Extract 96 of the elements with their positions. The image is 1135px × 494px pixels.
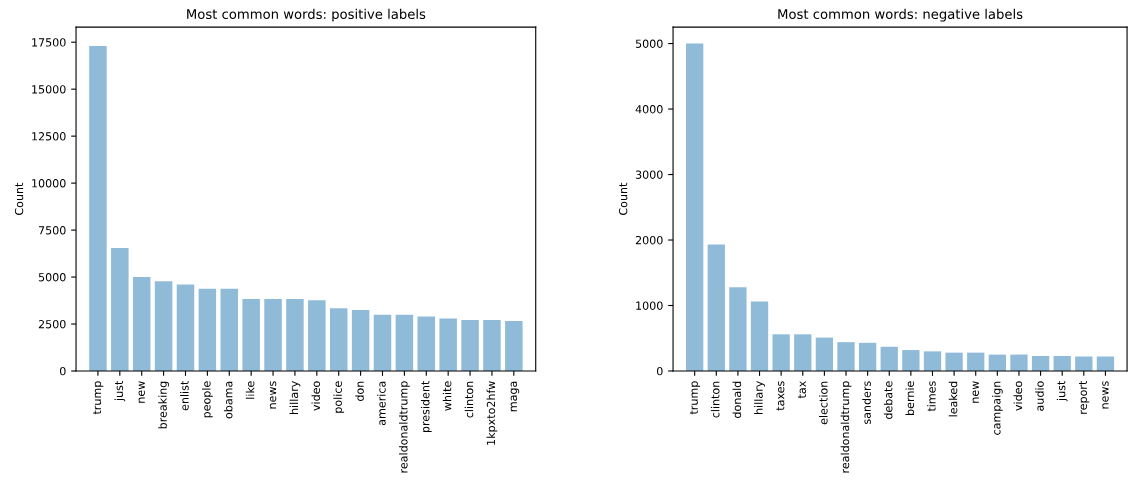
x-tick-label: people	[202, 381, 213, 418]
x-tick-label: obama	[223, 381, 233, 419]
x-tick-label: hillary	[754, 381, 765, 414]
bar	[1031, 355, 1050, 371]
chart-title: Most common words: positive labels	[187, 8, 426, 22]
y-axis-title: Count	[618, 182, 628, 215]
y-axis-title: Count	[14, 182, 24, 215]
bar	[308, 300, 326, 371]
bar	[461, 319, 479, 371]
x-tick-label: trump	[93, 381, 104, 415]
bar	[373, 314, 392, 371]
bar	[1053, 355, 1071, 371]
x-tick-label: video	[1013, 381, 1023, 411]
y-tick-label: 5000	[635, 39, 663, 48]
x-tick-label: sanders	[862, 381, 871, 424]
y-tick-label: 2000	[635, 235, 663, 245]
y-tick-label: 15000	[32, 85, 66, 94]
x-tick-label: election	[819, 381, 828, 425]
bar	[686, 43, 704, 371]
bar	[439, 318, 457, 371]
x-tick-label: donald	[732, 381, 742, 418]
bar	[154, 281, 173, 371]
y-tick-label: 10000	[32, 179, 66, 188]
bar	[815, 337, 834, 371]
bar	[111, 247, 129, 371]
y-tick-label: 1000	[636, 301, 663, 310]
x-tick-label: leaked	[948, 381, 958, 417]
bar	[198, 288, 217, 371]
bar	[858, 342, 877, 371]
bar	[176, 284, 195, 371]
bar	[505, 321, 523, 371]
bar	[750, 301, 769, 371]
x-tick-label: audio	[1035, 381, 1044, 411]
bar	[923, 351, 942, 371]
bar	[329, 308, 348, 371]
x-tick-label: enlist	[180, 380, 189, 411]
x-tick-label: president	[420, 380, 432, 433]
y-tick-label: 17500	[32, 38, 66, 47]
bar	[902, 350, 920, 371]
bar	[988, 354, 1006, 371]
x-tick-label: news	[1102, 381, 1109, 409]
x-tick-label: just	[1056, 380, 1068, 402]
x-tick-label: 1kpxto2hfw	[486, 381, 498, 445]
x-tick-label: america	[377, 381, 386, 426]
bar	[1010, 354, 1028, 371]
chart-title: Most common words: negative labels	[778, 8, 1023, 22]
x-tick-label: new	[138, 381, 145, 403]
bar	[729, 287, 747, 371]
bar	[132, 277, 151, 371]
x-tick-label: white	[442, 381, 452, 411]
x-tick-label: campaign	[991, 381, 1003, 435]
bar	[794, 334, 812, 371]
bar	[351, 309, 370, 371]
bar	[483, 319, 501, 371]
x-tick-label: police	[333, 381, 345, 413]
y-tick-label: 3000	[635, 170, 663, 179]
x-tick-label: tax	[798, 381, 806, 399]
bar	[220, 288, 239, 371]
bar	[967, 352, 985, 371]
y-tick-label: 5000	[38, 273, 66, 282]
x-tick-label: like	[245, 381, 255, 399]
bar	[837, 342, 855, 371]
bar	[707, 244, 725, 371]
x-tick-label: breaking	[158, 381, 169, 429]
bar	[772, 334, 790, 371]
x-tick-label: times	[927, 381, 936, 412]
bar	[945, 352, 963, 371]
x-tick-label: hillary	[289, 381, 301, 414]
x-tick-label: realdonaldtrump	[399, 381, 410, 473]
y-tick-label: 0	[657, 366, 663, 376]
x-tick-label: realdonaldtrump	[840, 381, 852, 473]
x-tick-label: maga	[510, 381, 520, 412]
x-tick-label: report	[1079, 380, 1090, 414]
bar	[242, 299, 260, 371]
y-tick-label: 4000	[635, 105, 663, 114]
x-tick-label: debate	[883, 381, 893, 420]
x-tick-label: trump	[689, 381, 701, 415]
x-tick-label: clinton	[464, 381, 474, 418]
x-tick-label: clinton	[710, 381, 720, 418]
x-tick-label: don	[355, 381, 364, 401]
bar	[89, 45, 107, 371]
x-tick-label: bernie	[905, 381, 915, 415]
bar	[264, 299, 282, 371]
y-tick-label: 0	[59, 366, 66, 376]
x-tick-label: new	[972, 381, 979, 403]
x-tick-label: video	[311, 381, 321, 411]
y-tick-label: 7500	[38, 226, 66, 235]
x-tick-label: news	[269, 381, 277, 409]
bar	[286, 299, 304, 371]
x-tick-label: just	[114, 380, 126, 402]
y-tick-label: 2500	[38, 320, 66, 329]
x-tick-label: taxes	[776, 381, 785, 411]
bar	[395, 314, 414, 371]
bar	[880, 346, 898, 371]
y-tick-label: 12500	[32, 132, 66, 141]
bar	[417, 316, 436, 371]
